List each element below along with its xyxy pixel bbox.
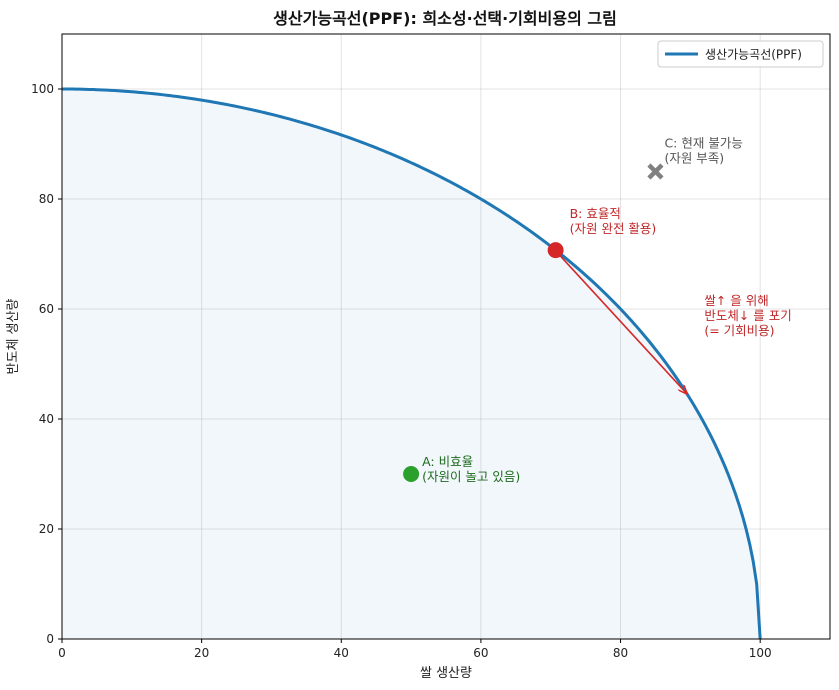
opportunity-cost-label-line2: 반도체↓ 를 포기: [704, 308, 791, 323]
y-axis-label: 반도체 생산량: [6, 299, 21, 375]
x-axis-ticks: 0 20 40 60 80 100: [58, 639, 772, 660]
x-tick-label: 0: [58, 646, 66, 660]
point-c-label: C: 현재 불가능 (자원 부족): [664, 136, 746, 166]
chart-title: 생산가능곡선(PPF): 희소성·선택·기회비용의 그림: [273, 9, 617, 28]
opportunity-cost-label-line1: 쌀↑ 을 위해: [704, 293, 768, 308]
point-b-marker: [547, 242, 564, 259]
ppf-curve: [61, 87, 762, 640]
x-tick-label: 80: [613, 646, 628, 660]
point-a-label: A: 비효율 (자원이 놀고 있음): [422, 454, 520, 484]
point-b-label-line2: (자원 완전 활용): [570, 221, 657, 236]
opportunity-cost-label-line3: (= 기회비용): [704, 323, 774, 338]
x-tick-label: 100: [749, 646, 772, 660]
y-axis-ticks: 0 20 40 60 80 100: [31, 82, 62, 646]
y-tick-label: 80: [39, 192, 54, 206]
x-tick-label: 20: [194, 646, 209, 660]
legend: 생산가능곡선(PPF): [657, 40, 824, 68]
x-tick-label: 60: [473, 646, 488, 660]
y-tick-label: 40: [39, 412, 54, 426]
plot-frame: [61, 33, 831, 640]
point-a-label-line1: A: 비효율: [422, 454, 473, 469]
y-tick-label: 60: [39, 302, 54, 316]
ppf-fill-area: [62, 89, 761, 639]
opportunity-cost-label: 쌀↑ 을 위해 반도체↓ 를 포기 (= 기회비용): [704, 293, 795, 338]
legend-box: [657, 40, 824, 68]
point-b-label-line1: B: 효율적: [570, 206, 621, 221]
y-tick-label: 100: [31, 82, 54, 96]
point-a-marker: [403, 466, 420, 482]
legend-entry: 생산가능곡선(PPF): [705, 48, 802, 62]
point-c-label-line1: C: 현재 불가능: [664, 136, 742, 151]
x-axis-label: 쌀 생산량: [420, 666, 472, 681]
point-c-marker: [647, 163, 664, 180]
y-tick-label: 0: [46, 632, 54, 646]
point-b-label: B: 효율적 (자원 완전 활용): [570, 206, 657, 236]
y-tick-label: 20: [39, 522, 54, 536]
plot-area: [62, 34, 830, 639]
tradeoff-arrow: [559, 254, 687, 394]
point-a-label-line2: (자원이 놀고 있음): [422, 469, 520, 484]
x-tick-label: 40: [334, 646, 349, 660]
point-c-label-line2: (자원 부족): [664, 151, 724, 166]
